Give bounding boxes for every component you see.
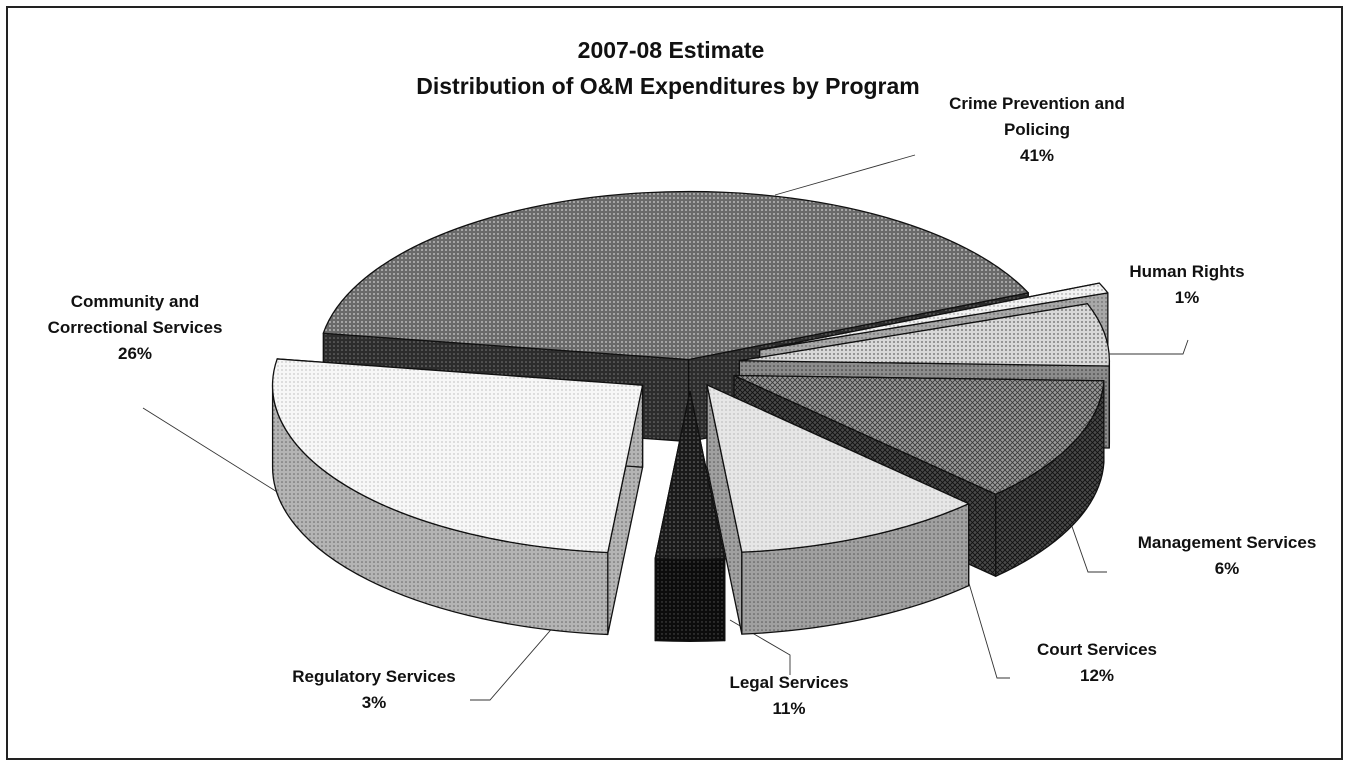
slice-top-court-services	[733, 374, 1105, 495]
chart-subtitle: Distribution of O&M Expenditures by Prog…	[416, 73, 919, 99]
slice-community-and-correctional-services	[271, 358, 644, 636]
slice-label-community-and-correctional-services: Correctional Services	[48, 318, 223, 337]
slice-top-crime-prevention-and-policing	[322, 190, 1029, 361]
slice-label-crime-prevention-and-policing: Crime Prevention and	[949, 94, 1125, 113]
slice-pct-management-services: 6%	[1215, 559, 1240, 578]
slice-top-regulatory-services	[654, 390, 726, 561]
leader-line-regulatory-services	[470, 624, 556, 701]
leader-line-crime-prevention-and-policing	[774, 154, 916, 196]
slice-labels: Crime Prevention and Policing 41% Human Rig…	[48, 94, 1317, 718]
slice-regulatory-services	[654, 390, 726, 643]
slice-label-management-services: Management Services	[1138, 533, 1317, 552]
chart-title: 2007-08 Estimate	[578, 37, 765, 63]
slice-pct-human-rights: 1%	[1175, 288, 1200, 307]
leader-line-human-rights	[1103, 339, 1189, 355]
leader-line-community-and-correctional-services	[142, 407, 291, 501]
pie-slices	[271, 190, 1111, 643]
slice-label-community-and-correctional-services: Community and	[71, 292, 199, 311]
slice-top-community-and-correctional-services	[271, 358, 644, 554]
slice-top-human-rights	[759, 282, 1109, 351]
slice-pct-court-services: 12%	[1080, 666, 1114, 685]
slice-legal-services	[706, 384, 970, 635]
slice-top-management-services	[738, 303, 1111, 367]
slice-label-human-rights: Human Rights	[1129, 262, 1244, 281]
slice-rim-regulatory-services-0	[654, 558, 726, 643]
slice-top-legal-services	[706, 384, 970, 553]
slice-label-court-services: Court Services	[1037, 640, 1157, 659]
slice-pct-community-and-correctional-services: 26%	[118, 344, 152, 363]
leader-line-court-services	[967, 579, 1010, 679]
slice-pct-regulatory-services: 3%	[362, 693, 387, 712]
slice-label-regulatory-services: Regulatory Services	[292, 667, 455, 686]
slice-label-legal-services: Legal Services	[729, 673, 848, 692]
slice-pct-legal-services: 11%	[772, 699, 805, 718]
slice-label-crime-prevention-and-policing: Policing	[1004, 120, 1070, 139]
slice-pct-crime-prevention-and-policing: 41%	[1020, 146, 1054, 165]
